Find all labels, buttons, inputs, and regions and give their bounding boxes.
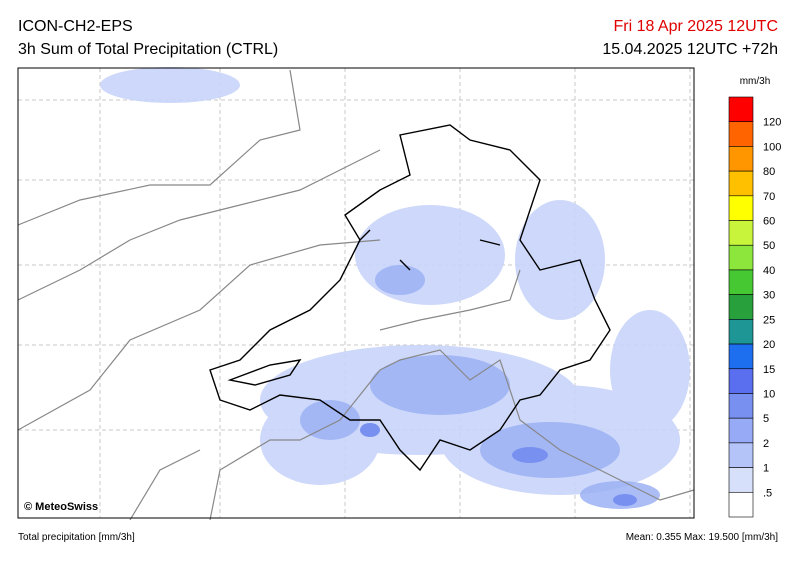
- color-swatch: [728, 269, 754, 295]
- color-swatch: [728, 244, 754, 271]
- color-swatch: [728, 96, 754, 123]
- footer-variable: Total precipitation [mm/3h]: [18, 532, 135, 543]
- legend-label: 15: [763, 364, 775, 376]
- legend-label: 2: [763, 438, 769, 450]
- legend-unit: mm/3h: [740, 76, 771, 87]
- footer-stats: Mean: 0.355 Max: 19.500 [mm/3h]: [626, 532, 779, 543]
- color-swatch: [728, 442, 754, 468]
- color-swatch: [728, 393, 754, 419]
- legend-label: 25: [763, 314, 775, 326]
- legend-label: 50: [763, 240, 775, 252]
- legend-label: 80: [763, 166, 775, 178]
- color-swatch: [728, 491, 754, 518]
- color-swatch: [728, 170, 754, 197]
- legend-label: 30: [763, 290, 775, 302]
- legend-label: 40: [763, 265, 775, 277]
- color-swatch: [728, 368, 754, 394]
- legend: 120 100 80 70 60 50 40 30 25 20 15 10 5 2 1 .5: [728, 96, 781, 518]
- legend-label: 60: [763, 216, 775, 228]
- color-swatch: [728, 220, 754, 246]
- model-name: ICON-CH2-EPS: [18, 18, 133, 35]
- color-swatch: [728, 294, 754, 320]
- precipitation-core: [300, 265, 660, 509]
- color-swatch: [728, 146, 754, 172]
- map-frame: [17, 67, 695, 519]
- product-name: 3h Sum of Total Precipitation (CTRL): [18, 41, 278, 58]
- borders: [17, 69, 695, 521]
- color-swatch: [728, 319, 754, 345]
- legend-label: 20: [763, 339, 775, 351]
- color-swatch: [728, 343, 754, 370]
- valid-time: Fri 18 Apr 2025 12UTC: [613, 18, 778, 35]
- legend-label: 120: [763, 117, 781, 129]
- legend-label: 70: [763, 191, 775, 203]
- legend-label: 10: [763, 388, 775, 400]
- credit: © MeteoSwiss: [24, 501, 98, 513]
- color-swatch: [728, 195, 754, 221]
- legend-label: .5: [763, 487, 772, 499]
- legend-label: 5: [763, 413, 769, 425]
- color-swatch: [728, 417, 754, 444]
- legend-label: 1: [763, 463, 769, 475]
- color-swatch: [728, 467, 754, 493]
- map: © MeteoSwiss: [17, 67, 695, 521]
- precipitation-peak: [360, 423, 637, 506]
- color-swatch: [728, 121, 754, 147]
- legend-label: 100: [763, 141, 781, 153]
- swiss-border: [209, 124, 611, 472]
- init-time: 15.04.2025 12UTC +72h: [602, 41, 778, 58]
